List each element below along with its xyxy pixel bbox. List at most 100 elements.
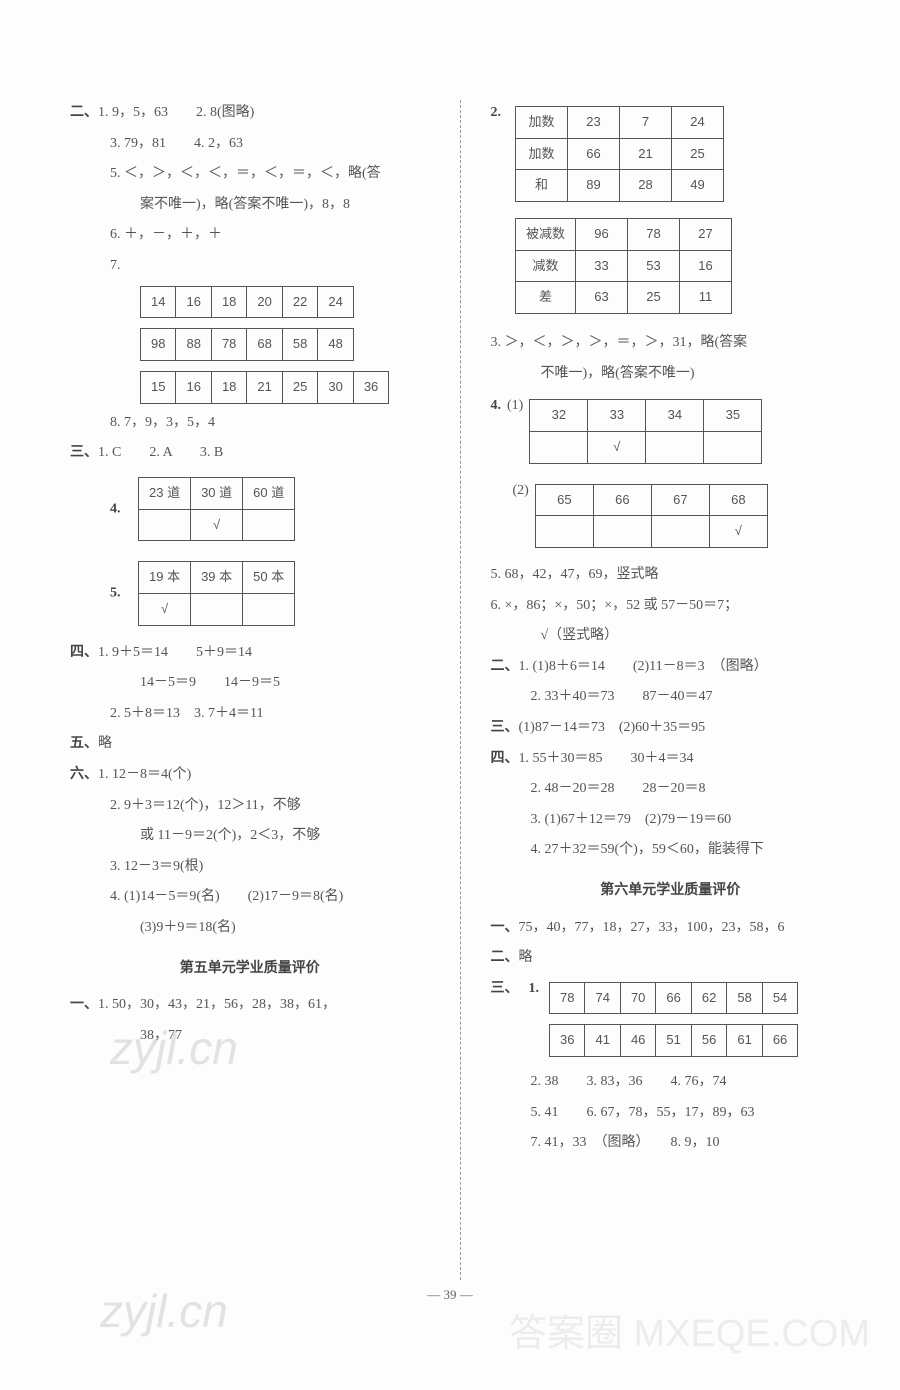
table-cell: 88 (176, 329, 211, 361)
table-cell: 18 (211, 371, 246, 403)
table-cell: 78 (550, 982, 585, 1014)
line: 案不唯一)，略(答案不唯一)，8，8 (70, 192, 430, 219)
line: 二、1. 9，5，63 2. 8(图略) (70, 100, 430, 127)
table-cell: 39 本 (191, 562, 243, 594)
table-cell: 53 (628, 250, 680, 282)
line: 5. ＜，＞，＜，＜，＝，＜，＝，＜，略(答 (70, 161, 430, 188)
table-cell: 14 (141, 286, 176, 318)
table-cell: 加数 (516, 138, 568, 170)
table-cell: 28 (620, 170, 672, 202)
line: 六、1. 12－8＝4(个) (70, 762, 430, 789)
text: 1. 55＋30＝85 30＋4＝34 (519, 751, 694, 766)
table-cell: 34 (646, 400, 704, 432)
line: 38，77 (70, 1023, 430, 1050)
line: 7. 41，33 （图略） 8. 9，10 (491, 1130, 851, 1157)
table-7c: 15161821253036 (140, 371, 389, 404)
table-cell: 41 (585, 1025, 620, 1057)
line: 2. 48－20＝28 28－20＝8 (491, 776, 851, 803)
line: 8. 7，9，3，5，4 (70, 410, 430, 437)
table-cell: 25 (282, 371, 317, 403)
table-wrap: 141618202224 988878685848 15161821253036 (70, 286, 430, 404)
line: 5. 68，42，47，69，竖式略 (491, 562, 851, 589)
page-number: — 39 — (0, 1283, 900, 1308)
table-cell: 51 (656, 1025, 691, 1057)
table-cell: 66 (762, 1025, 797, 1057)
table-cell: 66 (593, 484, 651, 516)
table-cell: 被减数 (516, 219, 576, 251)
section-label: 三、 (491, 976, 519, 1003)
page-container: 二、1. 9，5，63 2. 8(图略) 3. 79，81 4. 2，63 5.… (0, 0, 900, 1320)
table-cell: 和 (516, 170, 568, 202)
table-3-4: 23 道30 道60 道√ (138, 477, 295, 541)
section-label: 二、 (491, 659, 519, 674)
table-cell: 21 (620, 138, 672, 170)
table-cell (651, 516, 709, 548)
section-label: 一、 (70, 997, 98, 1012)
table-cell: 25 (672, 138, 724, 170)
text: 1. 12－8＝4(个) (98, 767, 191, 782)
line: 5. 41 6. 67，78，55，17，89，63 (491, 1100, 851, 1127)
section-label: 二、 (491, 950, 519, 965)
line: 2. 9＋3＝12(个)，12＞11，不够 (70, 793, 430, 820)
table-cell: 16 (176, 286, 211, 318)
table-cell: 24 (318, 286, 353, 318)
table-cell: 16 (176, 371, 211, 403)
table-q4-2: 65666768√ (535, 484, 768, 548)
section-label: 二、 (70, 105, 98, 120)
line: (3)9＋9＝18(名) (70, 915, 430, 942)
line: 2. 38 3. 83，36 4. 76，74 (491, 1069, 851, 1096)
section-label: 五、 (70, 736, 98, 751)
item-label: 1. (529, 976, 540, 1003)
table-cell: 56 (691, 1025, 726, 1057)
line: 或 11－9＝2(个)，2＜3，不够 (70, 823, 430, 850)
text: 1. 9，5，63 2. 8(图略) (98, 105, 254, 120)
table-cell: 23 (568, 107, 620, 139)
line: (2) 65666768√ (491, 478, 851, 554)
table-cell: 19 本 (139, 562, 191, 594)
table-cell (139, 509, 191, 541)
line: 四、1. 55＋30＝85 30＋4＝34 (491, 746, 851, 773)
text: 1. (1)8＋6＝14 (2)11－8＝3 （图略） (519, 659, 768, 674)
table-cell: √ (139, 593, 191, 625)
line: 5. 19 本39 本50 本√ (70, 555, 430, 631)
table-c2: 36414651566166 (549, 1024, 798, 1057)
text: 略 (519, 950, 533, 965)
table-cell: 27 (680, 219, 732, 251)
line: 4. (1) 32333435√ (491, 393, 851, 469)
section-label: 四、 (491, 751, 519, 766)
line: 14－5＝9 14－9＝5 (70, 670, 430, 697)
line: 一、1. 50，30，43，21，56，28，38，61， (70, 992, 430, 1019)
line: 4. 27＋32＝59(个)，59＜60，能装得下 (491, 837, 851, 864)
table-cell (191, 593, 243, 625)
table-cell: 68 (247, 329, 282, 361)
table-cell: 减数 (516, 250, 576, 282)
table-cell: √ (588, 432, 646, 464)
table-cell (535, 516, 593, 548)
table-cell: 50 本 (243, 562, 295, 594)
line: 4. (1)14－5＝9(名) (2)17－9＝8(名) (70, 884, 430, 911)
table-cell: 21 (247, 371, 282, 403)
table-cell: 46 (620, 1025, 655, 1057)
table-cell: 23 道 (139, 477, 191, 509)
item-label: 4. (110, 501, 121, 516)
table-cell: 16 (680, 250, 732, 282)
text: 1. 9＋5＝14 5＋9＝14 (98, 645, 252, 660)
table-cell: 49 (672, 170, 724, 202)
table-cell: 7 (620, 107, 672, 139)
unit-title: 第五单元学业质量评价 (70, 956, 430, 983)
table-cell: 78 (628, 219, 680, 251)
table-cell: 差 (516, 282, 576, 314)
section-label: 一、 (491, 920, 519, 935)
line: √（竖式略） (491, 623, 851, 650)
line: 二、1. (1)8＋6＝14 (2)11－8＝3 （图略） (491, 654, 851, 681)
line: 二、略 (491, 945, 851, 972)
table-cell: 70 (620, 982, 655, 1014)
table-cell: 25 (628, 282, 680, 314)
table-cell: 98 (141, 329, 176, 361)
table-cell (646, 432, 704, 464)
line: 3. ＞，＜，＞，＞，＝，＞，31，略(答案 (491, 330, 851, 357)
table-cell: 67 (651, 484, 709, 516)
line: 一、75，40，77，18，27，33，100，23，58，6 (491, 915, 851, 942)
part-label: (2) (513, 478, 529, 505)
section-label: 四、 (70, 645, 98, 660)
